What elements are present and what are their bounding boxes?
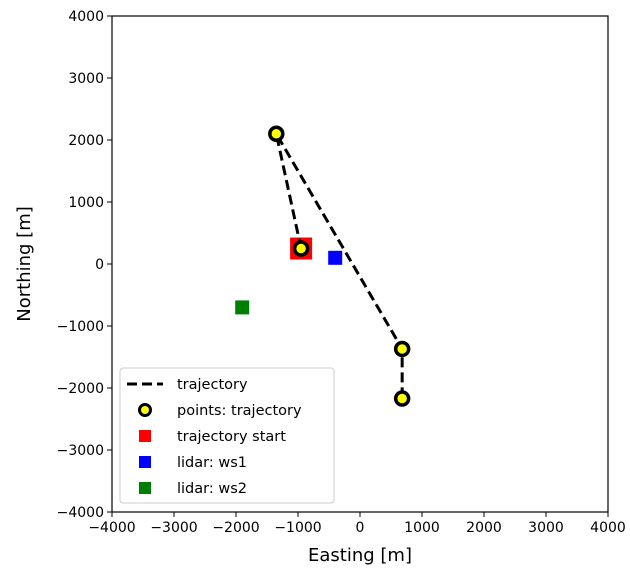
x-tick-label: −1000 <box>274 520 321 536</box>
y-tick-label: −4000 <box>57 505 104 521</box>
y-tick-label: −1000 <box>57 319 104 335</box>
legend-swatch-square <box>139 430 151 442</box>
x-tick-label: −2000 <box>212 520 259 536</box>
trajectory-line <box>274 133 404 399</box>
y-tick-label: −3000 <box>57 443 104 459</box>
x-tick-label: 2000 <box>466 520 502 536</box>
y-tick-label: 3000 <box>68 71 104 87</box>
trajectory-point <box>268 125 285 143</box>
y-tick-label: 0 <box>95 257 104 273</box>
trajectory-point <box>292 240 310 257</box>
y-axis: −4000 −3000 −2000 −1000 0 1000 2000 3000 4000 <box>57 9 112 521</box>
x-tick-label: −3000 <box>150 520 197 536</box>
x-axis-label: Easting [m] <box>308 545 412 566</box>
y-axis-label: Northing [m] <box>14 206 35 321</box>
square-marker <box>328 250 343 265</box>
legend-label: lidar: ws2 <box>177 481 247 497</box>
x-tick-label: 3000 <box>528 520 564 536</box>
y-tick-label: 4000 <box>68 9 104 25</box>
legend-swatch-square <box>139 482 151 494</box>
y-tick-label: 1000 <box>68 195 104 211</box>
legend-label: trajectory start <box>177 429 286 445</box>
x-axis: −4000 −3000 −2000 −1000 0 1000 2000 3000 4000 <box>88 512 626 536</box>
legend-label: lidar: ws1 <box>177 455 247 471</box>
x-tick-label: 4000 <box>590 520 626 536</box>
y-tick-label: −2000 <box>57 381 104 397</box>
plot-area <box>235 125 411 407</box>
x-tick-label: 1000 <box>404 520 440 536</box>
legend-swatch-square <box>139 456 151 468</box>
square-marker <box>235 300 250 315</box>
legend-label: trajectory <box>177 377 248 393</box>
legend-box <box>119 367 335 504</box>
x-tick-label: 0 <box>356 520 365 536</box>
legend-label: points: trajectory <box>177 403 302 419</box>
legend-swatch-circle <box>138 403 152 417</box>
x-tick-label: −4000 <box>88 520 135 536</box>
y-tick-label: 2000 <box>68 133 104 149</box>
trajectory-point <box>393 340 411 358</box>
legend: trajectory points: trajectory trajectory s… <box>119 367 335 504</box>
trajectory-point <box>393 390 411 407</box>
